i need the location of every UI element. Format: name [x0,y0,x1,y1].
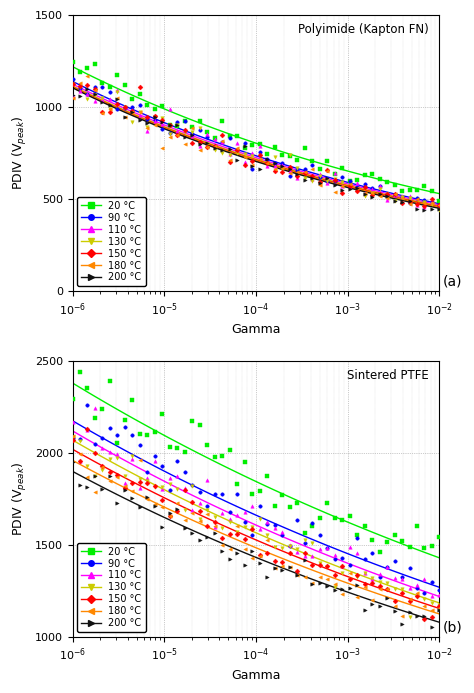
Y-axis label: PDIV (V$_{peak}$): PDIV (V$_{peak}$) [11,462,29,536]
X-axis label: Gamma: Gamma [231,669,281,682]
Text: Sintered PTFE: Sintered PTFE [346,369,428,383]
Legend: 20 °C, 90 °C, 110 °C, 130 °C, 150 °C, 180 °C, 200 °C: 20 °C, 90 °C, 110 °C, 130 °C, 150 °C, 18… [77,197,146,286]
X-axis label: Gamma: Gamma [231,323,281,336]
Text: (a): (a) [443,274,463,288]
Legend: 20 °C, 90 °C, 110 °C, 130 °C, 150 °C, 180 °C, 200 °C: 20 °C, 90 °C, 110 °C, 130 °C, 150 °C, 18… [77,543,146,632]
Y-axis label: PDIV (V$_{peak}$): PDIV (V$_{peak}$) [11,116,29,191]
Text: Polyimide (Kapton FN): Polyimide (Kapton FN) [298,24,428,37]
Text: (b): (b) [443,620,463,634]
